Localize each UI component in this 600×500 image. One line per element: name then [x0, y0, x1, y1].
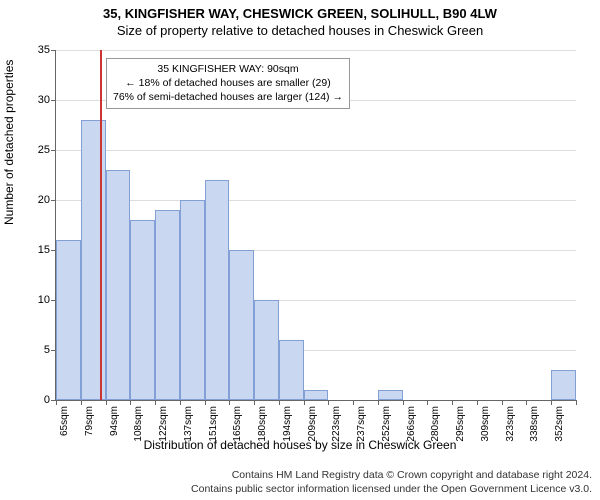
histogram-bar: [106, 170, 131, 400]
y-tick-label: 25: [25, 144, 50, 156]
x-tick-mark: [229, 400, 230, 405]
x-tick-mark: [403, 400, 404, 405]
y-tick-label: 5: [25, 344, 50, 356]
x-tick-mark: [279, 400, 280, 405]
annotation-line1: 35 KINGFISHER WAY: 90sqm: [113, 62, 343, 76]
x-tick-mark: [180, 400, 181, 405]
annotation-line3: 76% of semi-detached houses are larger (…: [113, 90, 343, 104]
y-tick-mark: [51, 50, 56, 51]
x-tick-mark: [328, 400, 329, 405]
x-axis-label: Distribution of detached houses by size …: [0, 438, 600, 452]
histogram-bar: [304, 390, 329, 400]
y-tick-label: 30: [25, 94, 50, 106]
x-tick-mark: [452, 400, 453, 405]
x-tick-mark: [551, 400, 552, 405]
y-tick-label: 15: [25, 244, 50, 256]
chart-plot-area: 0510152025303565sqm79sqm94sqm108sqm122sq…: [55, 50, 575, 400]
histogram-bar: [56, 240, 81, 400]
x-tick-mark: [502, 400, 503, 405]
x-tick-mark: [106, 400, 107, 405]
x-tick-mark: [205, 400, 206, 405]
footer-line2: Contains public sector information licen…: [191, 482, 592, 496]
y-tick-mark: [51, 200, 56, 201]
x-tick-mark: [353, 400, 354, 405]
histogram-bar: [551, 370, 576, 400]
y-tick-label: 35: [25, 44, 50, 56]
gridline: [56, 200, 576, 201]
footer-line1: Contains HM Land Registry data © Crown c…: [191, 468, 592, 482]
x-tick-mark: [526, 400, 527, 405]
y-tick-label: 10: [25, 294, 50, 306]
x-tick-mark: [130, 400, 131, 405]
chart-title-sub: Size of property relative to detached ho…: [0, 21, 600, 38]
histogram-bar: [205, 180, 230, 400]
gridline: [56, 150, 576, 151]
histogram-bar: [229, 250, 254, 400]
x-tick-mark: [427, 400, 428, 405]
x-tick-mark: [254, 400, 255, 405]
x-tick-mark: [477, 400, 478, 405]
y-axis-label: Number of detached properties: [2, 60, 16, 225]
histogram-bar: [279, 340, 304, 400]
x-tick-mark: [56, 400, 57, 405]
annotation-line2: ← 18% of detached houses are smaller (29…: [113, 76, 343, 90]
x-tick-mark: [81, 400, 82, 405]
x-tick-mark: [378, 400, 379, 405]
histogram-bar: [130, 220, 155, 400]
histogram-bar: [378, 390, 403, 400]
histogram-bar: [155, 210, 180, 400]
y-tick-mark: [51, 100, 56, 101]
x-tick-mark: [155, 400, 156, 405]
footer-attribution: Contains HM Land Registry data © Crown c…: [191, 468, 592, 496]
histogram-bar: [180, 200, 205, 400]
chart-title-main: 35, KINGFISHER WAY, CHESWICK GREEN, SOLI…: [0, 0, 600, 21]
y-tick-mark: [51, 150, 56, 151]
y-tick-label: 20: [25, 194, 50, 206]
histogram-bar: [254, 300, 279, 400]
x-tick-mark: [576, 400, 577, 405]
x-tick-mark: [304, 400, 305, 405]
reference-line: [100, 50, 102, 400]
gridline: [56, 50, 576, 51]
annotation-box: 35 KINGFISHER WAY: 90sqm← 18% of detache…: [106, 58, 350, 109]
y-tick-label: 0: [25, 394, 50, 406]
